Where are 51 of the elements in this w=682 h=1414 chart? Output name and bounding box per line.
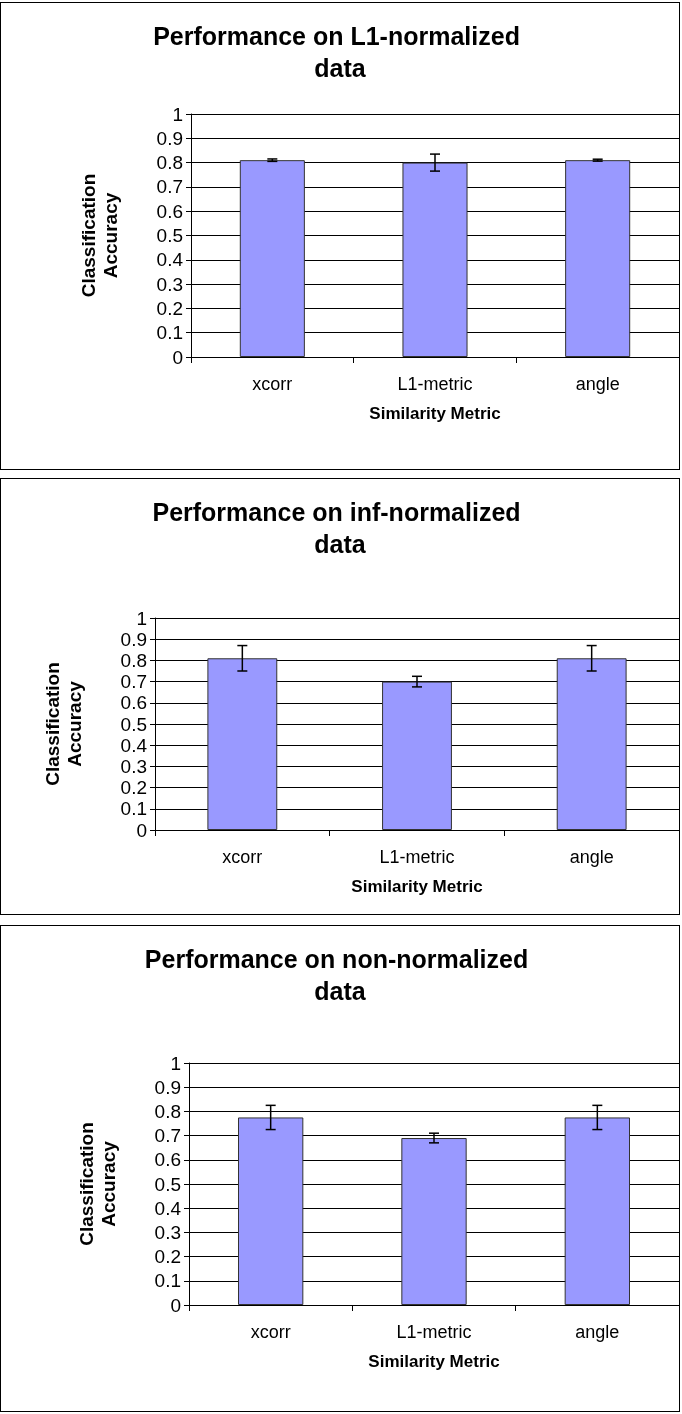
y-tick-label: 0.9	[154, 1076, 181, 1098]
y-tick-label: 0	[136, 819, 147, 841]
y-axis-title: Classification Accuracy	[77, 173, 121, 298]
x-tick-label: xcorr	[222, 847, 263, 867]
x-tick-label: xcorr	[250, 1322, 291, 1342]
y-tick-label: 0.7	[120, 671, 147, 693]
x-tick-label: angle	[575, 1322, 620, 1342]
y-tick-label: 0.1	[156, 322, 183, 344]
y-tick-label: 0.2	[156, 297, 183, 319]
chart-title: Performance on non-normalized data	[144, 945, 536, 1005]
x-tick-label: L1-metric	[397, 374, 473, 394]
y-tick-label: 0.7	[154, 1125, 181, 1147]
x-tick-label: angle	[569, 847, 614, 867]
y-axis-title: Classification Accuracy	[41, 662, 85, 786]
y-tick-label: 0.6	[154, 1149, 181, 1171]
y-tick-label: 0.2	[154, 1246, 181, 1268]
y-tick-label: 0.9	[156, 127, 183, 149]
y-tick-label: 0.1	[120, 798, 147, 820]
y-tick-label: 0.3	[154, 1221, 181, 1243]
y-tick-label: 0.4	[156, 249, 184, 271]
y-tick-label: 0.5	[154, 1173, 181, 1195]
y-tick-label: 0.7	[156, 176, 183, 198]
y-tick-label: 0.6	[156, 200, 183, 222]
y-tick-label: 0.3	[120, 755, 147, 777]
y-tick-label: 0	[170, 1294, 181, 1316]
y-tick-label: 0.4	[120, 734, 148, 756]
x-axis-title: Similarity Metric	[368, 1352, 500, 1371]
y-tick-label: 0.5	[156, 225, 183, 246]
y-axis-title: Classification Accuracy	[75, 1122, 119, 1246]
x-tick-label: xcorr	[252, 374, 293, 394]
y-tick-label: 0.1	[154, 1270, 181, 1292]
y-tick-label: 0	[172, 346, 183, 368]
y-tick-label: 0.2	[120, 777, 147, 799]
x-tick-label: L1-metric	[379, 847, 455, 867]
y-tick-label: 0.9	[120, 628, 147, 650]
chart-title: Performance on inf-normalized data	[152, 498, 528, 558]
y-tick-label: 0.8	[120, 649, 147, 671]
chart-title: Performance on L1-normalized data	[153, 22, 527, 82]
y-tick-label: 1	[136, 607, 147, 629]
y-tick-label: 1	[172, 103, 183, 125]
x-tick-label: angle	[575, 374, 620, 394]
y-tick-label: 1	[170, 1052, 181, 1074]
y-tick-label: 0.6	[120, 692, 147, 714]
y-tick-label: 0.8	[156, 152, 183, 174]
y-tick-label: 0.4	[154, 1197, 182, 1219]
x-tick-label: L1-metric	[396, 1322, 472, 1342]
x-axis-title: Similarity Metric	[351, 877, 483, 896]
y-tick-label: 0.3	[156, 273, 183, 295]
x-axis-title: Similarity Metric	[369, 404, 501, 423]
y-tick-label: 0.8	[154, 1100, 181, 1122]
y-tick-label: 0.5	[120, 713, 147, 735]
